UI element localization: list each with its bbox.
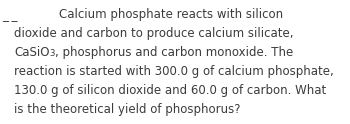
Text: is the theoretical yield of phosphorus?: is the theoretical yield of phosphorus? bbox=[14, 103, 240, 116]
Text: reaction is started with 300.0 g of calcium phosphate,: reaction is started with 300.0 g of calc… bbox=[14, 65, 334, 78]
Text: 130.0 g of silicon dioxide and 60.0 g of carbon. What: 130.0 g of silicon dioxide and 60.0 g of… bbox=[14, 84, 326, 97]
Text: _ _: _ _ bbox=[2, 8, 18, 21]
Text: , phosphorus and carbon monoxide. The: , phosphorus and carbon monoxide. The bbox=[55, 46, 293, 59]
Text: dioxide and carbon to produce calcium silicate,: dioxide and carbon to produce calcium si… bbox=[14, 27, 294, 40]
Text: 3: 3 bbox=[49, 49, 55, 59]
Text: CaSiO: CaSiO bbox=[14, 46, 49, 59]
Text: Calcium phosphate reacts with silicon: Calcium phosphate reacts with silicon bbox=[14, 8, 283, 21]
